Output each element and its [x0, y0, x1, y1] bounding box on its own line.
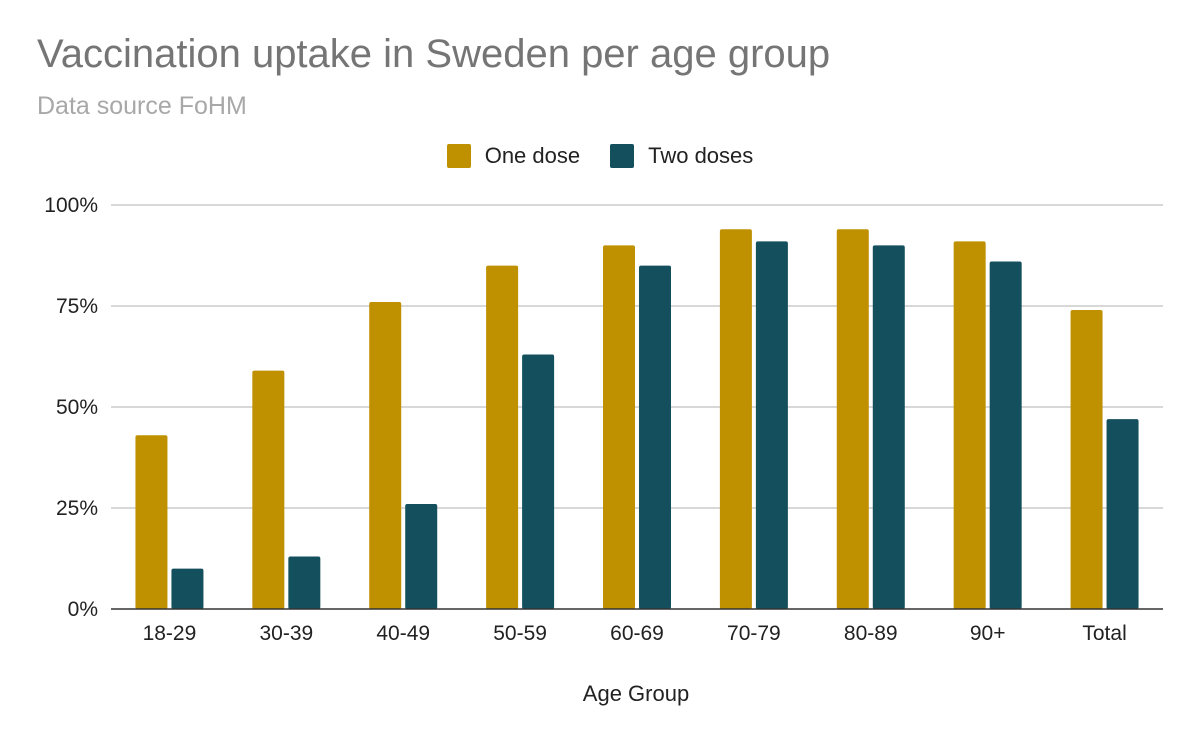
bar-one-dose [1070, 310, 1103, 609]
bar-one-dose [836, 229, 869, 610]
legend-item-one-dose: One dose [446, 143, 581, 169]
bar-two-doses [171, 568, 204, 609]
x-tick-label: 80-89 [844, 622, 898, 645]
grid-lines [111, 204, 1163, 509]
x-axis-title: Age Group [583, 681, 689, 706]
y-tick-label: 0% [68, 598, 98, 621]
legend-label-two-doses: Two doses [648, 143, 754, 168]
chart-title: Vaccination uptake in Sweden per age gro… [37, 32, 831, 76]
bar-two-doses [288, 556, 321, 609]
chart-subtitle: Data source FoHM [37, 92, 247, 120]
bar-two-doses [872, 245, 905, 609]
y-tick-label: 25% [56, 497, 98, 520]
bar-one-dose [603, 245, 635, 609]
bar-one-dose [252, 370, 285, 609]
x-tick-label: 70-79 [727, 622, 781, 645]
bar-one-dose [369, 301, 402, 609]
x-tick-label: 18-29 [143, 622, 197, 645]
x-tick-label: 40-49 [376, 622, 430, 645]
y-tick-label: 75% [56, 295, 98, 318]
bar-two-doses [405, 503, 438, 609]
bar-one-dose [953, 241, 986, 610]
axes: 0% 25% 50% 75% 100% 18-29 30-39 40-49 50-59 60-69… [44, 194, 1163, 645]
bar-one-dose [135, 435, 168, 609]
x-tick-label: 90+ [970, 622, 1006, 645]
legend-swatch-two-doses [610, 144, 635, 168]
legend-swatch-one-dose [446, 144, 471, 168]
bar-two-doses [522, 354, 555, 609]
x-tick-label: 30-39 [259, 622, 313, 645]
x-tick-label: 50-59 [493, 622, 547, 645]
y-tick-label: 50% [56, 396, 98, 419]
legend-label-one-dose: One dose [484, 143, 581, 168]
x-tick-label: 60-69 [610, 622, 664, 645]
bars [135, 229, 1139, 610]
legend-item-two-doses: Two doses [610, 143, 753, 169]
bar-one-dose [719, 229, 752, 610]
x-tick-label: Total [1082, 622, 1126, 645]
y-tick-label: 100% [44, 194, 98, 217]
bar-one-dose [486, 265, 519, 609]
chart-legend: One dose Two doses [0, 143, 1200, 169]
bar-two-doses [989, 261, 1022, 609]
bar-two-doses [755, 241, 788, 610]
bar-two-doses [639, 265, 671, 609]
bar-two-doses [1106, 419, 1139, 609]
